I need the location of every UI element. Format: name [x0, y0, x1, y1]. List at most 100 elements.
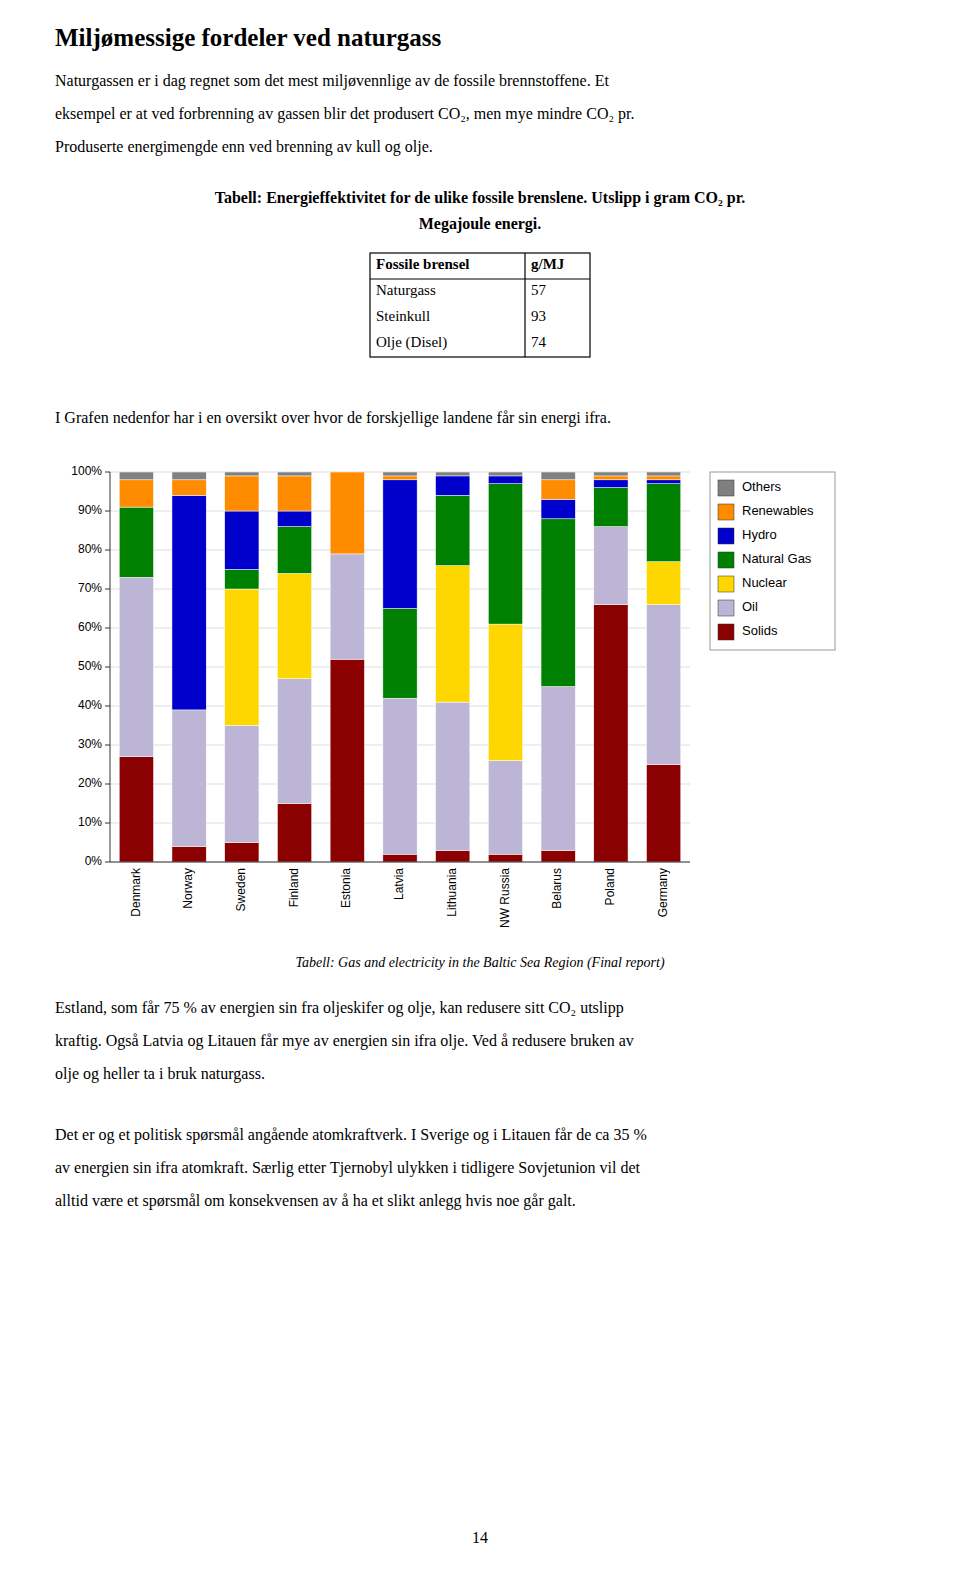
bar-segment [277, 476, 311, 511]
table-cell: 74 [531, 334, 547, 350]
x-tick-label: Denmark [129, 867, 143, 917]
bar-segment [541, 519, 575, 687]
legend-swatch [718, 504, 734, 520]
bar-segment [277, 679, 311, 804]
legend-swatch [718, 576, 734, 592]
plot-background [110, 472, 690, 862]
bar-segment [594, 488, 628, 527]
y-tick [105, 667, 110, 668]
legend-swatch [718, 600, 734, 616]
legend-label: Oil [742, 599, 758, 614]
y-tick-label: 10% [78, 815, 102, 829]
x-tick-label: Lithuania [445, 868, 459, 917]
x-tick-label: Poland [603, 868, 617, 905]
bar-segment [225, 472, 259, 476]
paragraph-line: Produserte energimengde enn ved brenning… [55, 138, 433, 156]
bar-segment [383, 480, 417, 609]
table-header-rule [370, 278, 590, 279]
bar-segment [383, 698, 417, 854]
bar-segment [594, 605, 628, 862]
bar-segment [225, 843, 259, 863]
page-background [0, 0, 960, 1577]
x-axis: DenmarkNorwaySwedenFinlandEstoniaLatviaL… [129, 867, 670, 928]
bar-segment [488, 472, 522, 476]
y-axis-line [110, 472, 111, 862]
bar-segment [119, 507, 153, 577]
bar-segment [594, 527, 628, 605]
table-cell: 93 [531, 308, 546, 324]
y-tick-label: 0% [85, 854, 103, 868]
bar-segment [330, 554, 364, 659]
y-tick-label: 40% [78, 698, 102, 712]
table-cell: Steinkull [376, 308, 430, 324]
y-tick [105, 472, 110, 473]
bar-segment [172, 846, 206, 862]
y-tick-label: 60% [78, 620, 102, 634]
y-tick-label: 100% [71, 464, 102, 478]
x-tick-label: Latvia [392, 868, 406, 900]
legend-swatch [718, 480, 734, 496]
paragraph-line: kraftig. Også Latvia og Litauen får mye … [55, 1032, 634, 1050]
table-header: g/MJ [531, 256, 565, 272]
x-tick-label: Finland [287, 868, 301, 907]
paragraph-line: Det er og et politisk spørsmål angående … [55, 1126, 647, 1144]
bar-segment [119, 757, 153, 862]
y-tick [105, 862, 110, 863]
bar-segment [383, 609, 417, 699]
bar-segment [541, 472, 575, 480]
bar-segment [119, 480, 153, 507]
paragraph-line: alltid være et spørsmål om konsekvensen … [55, 1192, 576, 1210]
chart-caption: Tabell: Gas and electricity in the Balti… [295, 955, 664, 971]
bar-segment [488, 761, 522, 855]
legend-label: Others [742, 479, 782, 494]
y-tick [105, 823, 110, 824]
bar-segment [541, 850, 575, 862]
bar-segment [225, 589, 259, 726]
bar-segment [436, 702, 470, 850]
paragraph-line: eksempel er at ved forbrenning av gassen… [55, 105, 634, 123]
bar-segment [383, 476, 417, 480]
bar-segment [647, 562, 681, 605]
bar-segment [225, 726, 259, 843]
y-tick-label: 90% [78, 503, 102, 517]
legend-label: Renewables [742, 503, 814, 518]
table-header: Fossile brensel [376, 256, 469, 272]
table-column-rule [524, 253, 525, 357]
legend-label: Nuclear [742, 575, 787, 590]
series [172, 476, 681, 710]
y-axis: 0%10%20%30%40%50%60%70%80%90%100% [71, 464, 110, 868]
bar-segment [225, 570, 259, 590]
bar-segment [436, 476, 470, 496]
bar-segment [647, 476, 681, 480]
bar-segment [594, 472, 628, 476]
bar-segment [647, 480, 681, 484]
y-tick [105, 589, 110, 590]
bar-segment [647, 605, 681, 765]
bar-segment [541, 687, 575, 851]
bar-segment [119, 472, 153, 480]
y-tick-label: 50% [78, 659, 102, 673]
x-tick-label: Norway [181, 868, 195, 909]
bar-segment [277, 573, 311, 678]
x-tick-label: Sweden [234, 868, 248, 911]
table-cell: 57 [531, 282, 547, 298]
bar-segment [541, 480, 575, 500]
bar-segment [330, 659, 364, 862]
series [119, 472, 681, 554]
paragraph-line: Estland, som får 75 % av energien sin fr… [55, 999, 624, 1017]
table-cell: Olje (Disel) [376, 334, 447, 351]
table-caption: Megajoule energi. [419, 215, 542, 233]
bars [119, 472, 681, 862]
y-tick [105, 511, 110, 512]
legend-label: Hydro [742, 527, 777, 542]
x-tick-label: Belarus [550, 868, 564, 909]
y-tick-label: 20% [78, 776, 102, 790]
legend-swatch [718, 624, 734, 640]
x-tick-label: NW Russia [498, 868, 512, 928]
bar-segment [277, 511, 311, 527]
title: Miljømessige fordeler ved naturgass [55, 24, 442, 51]
paragraph-line: av energien sin ifra atomkraft. Særlig e… [55, 1159, 641, 1177]
bar-segment [277, 527, 311, 574]
bar-segment [277, 804, 311, 863]
bar-segment [383, 472, 417, 476]
